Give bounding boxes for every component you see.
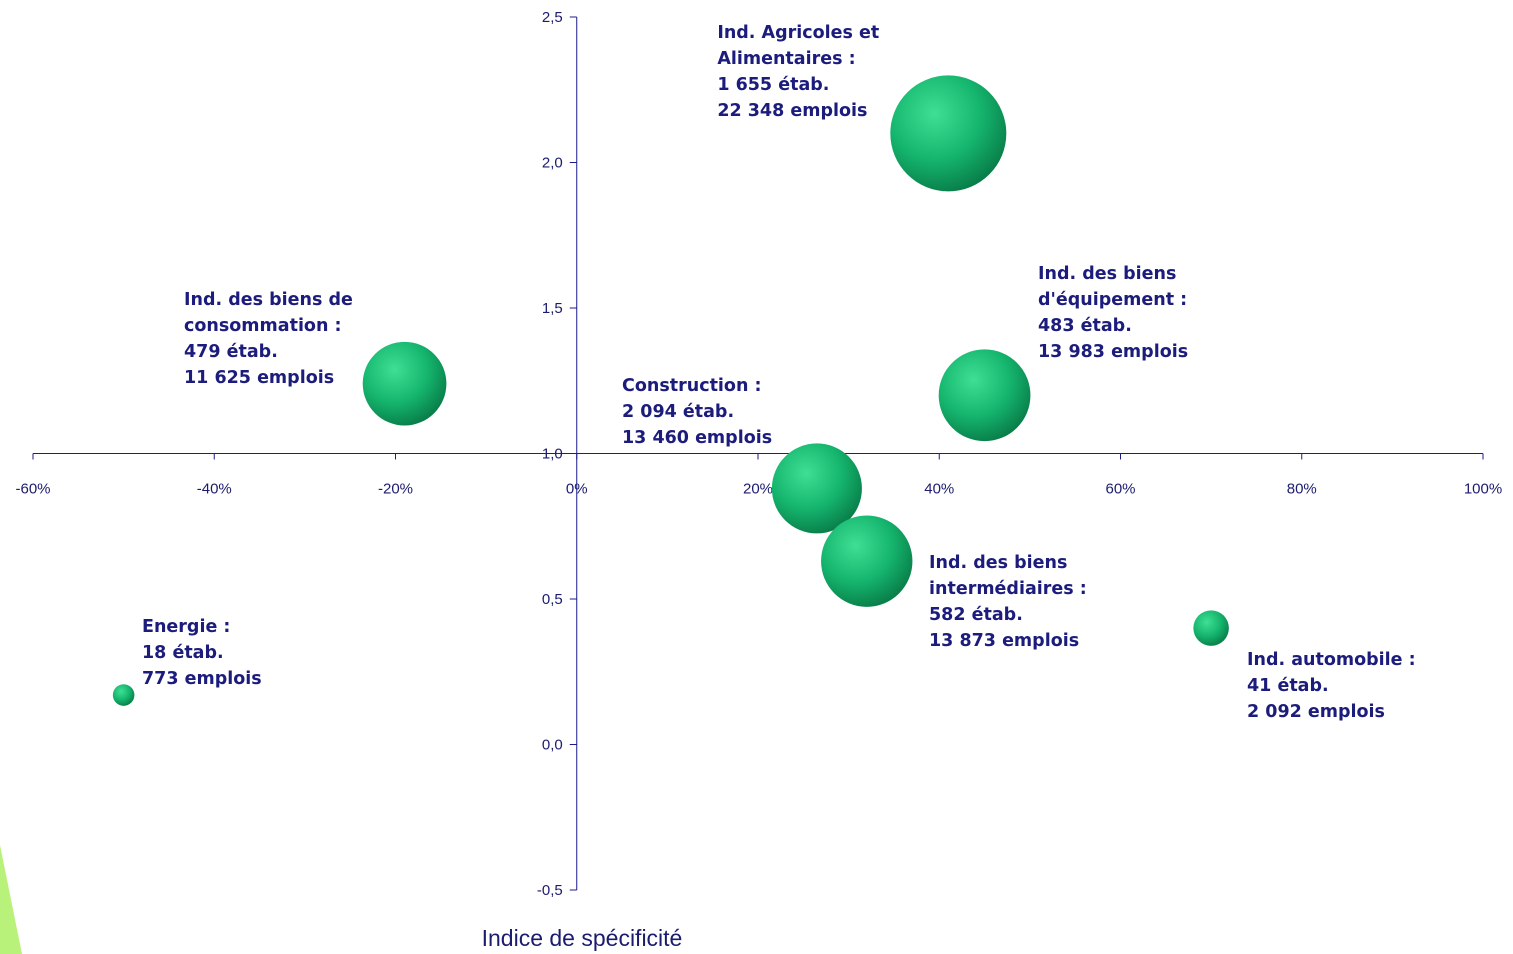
bubbles <box>112 75 1229 706</box>
bubble-label-line: intermédiaires : <box>929 579 1087 599</box>
bubble-label-line: 2 094 étab. <box>622 402 734 422</box>
bubble-label: Ind. des biens d'équipement : 483 étab. 13 … <box>1038 264 1188 362</box>
bubble-label-line: 18 étab. <box>142 643 224 663</box>
bubble-label-line: 41 étab. <box>1247 676 1329 696</box>
bubble-label-line: 582 étab. <box>929 605 1023 625</box>
bubble-label-line: 13 983 emplois <box>1038 342 1188 362</box>
bubble-label-line: 13 873 emplois <box>929 631 1079 651</box>
bubble-point <box>771 443 862 534</box>
y-tick-label: 0,0 <box>542 737 563 754</box>
bubble-point <box>362 341 447 426</box>
y-tick-label: -0,5 <box>537 882 563 899</box>
bubble-label-line: 11 625 emplois <box>184 368 334 388</box>
bubble-label-line: Ind. des biens <box>1038 264 1176 284</box>
bubble-label-line: 479 étab. <box>184 342 278 362</box>
bubble-label-line: 22 348 emplois <box>717 101 867 121</box>
bubble-label: Construction : 2 094 étab. 13 460 emplois <box>622 376 772 448</box>
bubble-point <box>112 684 135 706</box>
y-tick-label: 1,0 <box>542 446 563 463</box>
y-tick-label: 1,5 <box>542 300 563 317</box>
x-tick-label: 40% <box>924 481 954 498</box>
bubble-label-line: Ind. des biens de <box>184 290 353 310</box>
x-tick-label: -60% <box>15 481 50 498</box>
bubble-label-line: Ind. automobile : <box>1247 650 1416 670</box>
bubble-label-line: Construction : <box>622 376 762 396</box>
bubble-label-line: 13 460 emplois <box>622 428 772 448</box>
x-tick-label: 100% <box>1464 481 1502 498</box>
x-tick-label: -20% <box>378 481 413 498</box>
bubble-label: Ind. des biens de consommation : 479 étab.… <box>184 290 353 388</box>
bubble-label: Ind. Agricoles et Alimentaires : 1 655 éta… <box>717 23 879 121</box>
bubble-point <box>890 75 1007 192</box>
y-tick-label: 2,5 <box>542 9 563 26</box>
bubble-point <box>821 515 913 607</box>
bubble-point <box>1193 610 1229 646</box>
y-tick-label: 2,0 <box>542 155 563 172</box>
x-tick-label: 80% <box>1287 481 1317 498</box>
y-tick-label: 0,5 <box>542 591 563 608</box>
bubble-label-line: Ind. Agricoles et <box>717 23 879 43</box>
axes: -60% -40% -20% 0% 20% 40% 60% 80% 100%2,52,01,51… <box>15 9 1502 899</box>
bubble-label-line: 483 étab. <box>1038 316 1132 336</box>
bubble-label-line: Energie : <box>142 617 230 637</box>
bubble-label-line: Alimentaires : <box>717 49 855 69</box>
bubble-label-line: consommation : <box>184 316 342 336</box>
bubble-label-line: 1 655 étab. <box>717 75 829 95</box>
bubble-label-line: d'équipement : <box>1038 290 1187 310</box>
bubble-label-line: Ind. des biens <box>929 553 1067 573</box>
bubble-label-line: 773 emplois <box>142 669 262 689</box>
bubble-label-line: 2 092 emplois <box>1247 702 1385 722</box>
bubble-label: Energie : 18 étab. 773 emplois <box>142 617 262 689</box>
y-axis-title: Indice de spécificité <box>482 925 683 951</box>
bubble-label: Ind. des biens intermédiaires : 582 étab. 1… <box>929 553 1087 651</box>
bubble-point <box>938 349 1031 442</box>
x-tick-label: -40% <box>197 481 232 498</box>
x-tick-label: 60% <box>1105 481 1135 498</box>
bubble-labels: Ind. Agricoles et Alimentaires : 1 655 éta… <box>142 23 1416 722</box>
bubble-label: Ind. automobile : 41 étab. 2 092 emplois <box>1247 650 1416 722</box>
x-tick-label: 20% <box>743 481 773 498</box>
corner-accent-shape <box>0 845 22 954</box>
